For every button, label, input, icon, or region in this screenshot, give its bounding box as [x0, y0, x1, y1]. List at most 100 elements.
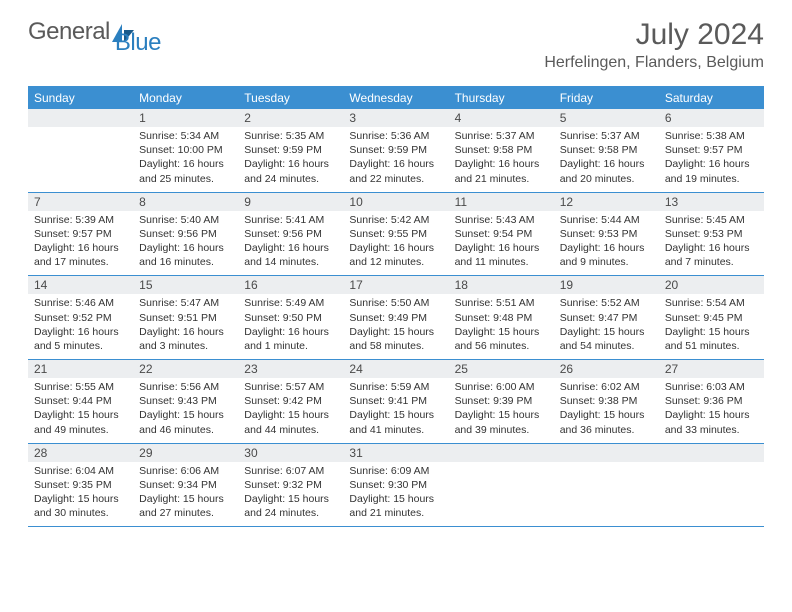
calendar-cell: Sunrise: 6:02 AMSunset: 9:38 PMDaylight:…	[554, 378, 659, 443]
day-info: Sunrise: 5:47 AMSunset: 9:51 PMDaylight:…	[133, 294, 238, 353]
calendar-cell: Sunrise: 6:00 AMSunset: 9:39 PMDaylight:…	[449, 378, 554, 443]
calendar-cell: Sunrise: 5:34 AMSunset: 10:00 PMDaylight…	[133, 127, 238, 192]
calendar-cell: Sunrise: 6:06 AMSunset: 9:34 PMDaylight:…	[133, 462, 238, 527]
day-info: Sunrise: 5:40 AMSunset: 9:56 PMDaylight:…	[133, 211, 238, 270]
calendar-cell: Sunrise: 5:45 AMSunset: 9:53 PMDaylight:…	[659, 211, 764, 276]
month-title: July 2024	[544, 18, 764, 52]
calendar-cell: Sunrise: 6:04 AMSunset: 9:35 PMDaylight:…	[28, 462, 133, 527]
day-info: Sunrise: 5:52 AMSunset: 9:47 PMDaylight:…	[554, 294, 659, 353]
day-number: 15	[133, 276, 238, 294]
day-info: Sunrise: 5:46 AMSunset: 9:52 PMDaylight:…	[28, 294, 133, 353]
day-number: 28	[28, 444, 133, 462]
calendar-cell: Sunrise: 6:07 AMSunset: 9:32 PMDaylight:…	[238, 462, 343, 527]
day-header-row: SundayMondayTuesdayWednesdayThursdayFrid…	[28, 88, 764, 109]
calendar-cell: Sunrise: 5:43 AMSunset: 9:54 PMDaylight:…	[449, 211, 554, 276]
day-info: Sunrise: 5:37 AMSunset: 9:58 PMDaylight:…	[554, 127, 659, 186]
calendar-cell: Sunrise: 5:37 AMSunset: 9:58 PMDaylight:…	[449, 127, 554, 192]
calendar-cell: Sunrise: 5:51 AMSunset: 9:48 PMDaylight:…	[449, 294, 554, 359]
calendar-week: 14151617181920 Sunrise: 5:46 AMSunset: 9:…	[28, 276, 764, 360]
day-number	[28, 109, 133, 127]
calendar-cell: Sunrise: 5:56 AMSunset: 9:43 PMDaylight:…	[133, 378, 238, 443]
day-info: Sunrise: 6:06 AMSunset: 9:34 PMDaylight:…	[133, 462, 238, 521]
day-info: Sunrise: 5:51 AMSunset: 9:48 PMDaylight:…	[449, 294, 554, 353]
day-info: Sunrise: 6:04 AMSunset: 9:35 PMDaylight:…	[28, 462, 133, 521]
day-number: 20	[659, 276, 764, 294]
day-number: 7	[28, 193, 133, 211]
calendar-cell: Sunrise: 5:54 AMSunset: 9:45 PMDaylight:…	[659, 294, 764, 359]
day-number	[659, 444, 764, 462]
day-number: 14	[28, 276, 133, 294]
day-info: Sunrise: 6:07 AMSunset: 9:32 PMDaylight:…	[238, 462, 343, 521]
day-number: 13	[659, 193, 764, 211]
calendar-week: 28293031 Sunrise: 6:04 AMSunset: 9:35 PM…	[28, 444, 764, 528]
day-number: 27	[659, 360, 764, 378]
day-info: Sunrise: 5:35 AMSunset: 9:59 PMDaylight:…	[238, 127, 343, 186]
calendar-cell: Sunrise: 5:57 AMSunset: 9:42 PMDaylight:…	[238, 378, 343, 443]
calendar-cell: Sunrise: 5:36 AMSunset: 9:59 PMDaylight:…	[343, 127, 448, 192]
day-number	[449, 444, 554, 462]
calendar-week: 78910111213Sunrise: 5:39 AMSunset: 9:57 …	[28, 193, 764, 277]
day-number: 3	[343, 109, 448, 127]
day-number: 8	[133, 193, 238, 211]
calendar-cell: Sunrise: 5:40 AMSunset: 9:56 PMDaylight:…	[133, 211, 238, 276]
day-info: Sunrise: 5:39 AMSunset: 9:57 PMDaylight:…	[28, 211, 133, 270]
calendar-cell	[659, 462, 764, 527]
day-info: Sunrise: 5:37 AMSunset: 9:58 PMDaylight:…	[449, 127, 554, 186]
day-info: Sunrise: 5:44 AMSunset: 9:53 PMDaylight:…	[554, 211, 659, 270]
calendar-cell: Sunrise: 5:46 AMSunset: 9:52 PMDaylight:…	[28, 294, 133, 359]
calendar-cell: Sunrise: 6:03 AMSunset: 9:36 PMDaylight:…	[659, 378, 764, 443]
day-info: Sunrise: 5:38 AMSunset: 9:57 PMDaylight:…	[659, 127, 764, 186]
day-info: Sunrise: 5:42 AMSunset: 9:55 PMDaylight:…	[343, 211, 448, 270]
day-number: 18	[449, 276, 554, 294]
day-number: 23	[238, 360, 343, 378]
day-number: 31	[343, 444, 448, 462]
day-number: 1	[133, 109, 238, 127]
day-number: 22	[133, 360, 238, 378]
day-number: 25	[449, 360, 554, 378]
calendar-cell: Sunrise: 5:52 AMSunset: 9:47 PMDaylight:…	[554, 294, 659, 359]
day-header: Tuesday	[238, 88, 343, 109]
day-number: 4	[449, 109, 554, 127]
day-info: Sunrise: 6:00 AMSunset: 9:39 PMDaylight:…	[449, 378, 554, 437]
day-info: Sunrise: 5:50 AMSunset: 9:49 PMDaylight:…	[343, 294, 448, 353]
title-block: July 2024 Herfelingen, Flanders, Belgium	[544, 18, 764, 72]
day-header: Monday	[133, 88, 238, 109]
day-header: Sunday	[28, 88, 133, 109]
calendar: SundayMondayTuesdayWednesdayThursdayFrid…	[28, 86, 764, 527]
calendar-cell: Sunrise: 6:09 AMSunset: 9:30 PMDaylight:…	[343, 462, 448, 527]
day-info: Sunrise: 5:57 AMSunset: 9:42 PMDaylight:…	[238, 378, 343, 437]
calendar-cell: Sunrise: 5:39 AMSunset: 9:57 PMDaylight:…	[28, 211, 133, 276]
day-header: Friday	[554, 88, 659, 109]
day-info: Sunrise: 5:59 AMSunset: 9:41 PMDaylight:…	[343, 378, 448, 437]
day-info: Sunrise: 6:02 AMSunset: 9:38 PMDaylight:…	[554, 378, 659, 437]
calendar-cell: Sunrise: 5:42 AMSunset: 9:55 PMDaylight:…	[343, 211, 448, 276]
day-number: 9	[238, 193, 343, 211]
calendar-cell: Sunrise: 5:49 AMSunset: 9:50 PMDaylight:…	[238, 294, 343, 359]
calendar-cell: Sunrise: 5:41 AMSunset: 9:56 PMDaylight:…	[238, 211, 343, 276]
day-header: Saturday	[659, 88, 764, 109]
day-info: Sunrise: 6:09 AMSunset: 9:30 PMDaylight:…	[343, 462, 448, 521]
day-number: 17	[343, 276, 448, 294]
calendar-cell: Sunrise: 5:59 AMSunset: 9:41 PMDaylight:…	[343, 378, 448, 443]
logo-text-general: General	[28, 18, 110, 46]
day-info: Sunrise: 5:55 AMSunset: 9:44 PMDaylight:…	[28, 378, 133, 437]
calendar-cell	[449, 462, 554, 527]
day-number: 29	[133, 444, 238, 462]
day-info: Sunrise: 5:49 AMSunset: 9:50 PMDaylight:…	[238, 294, 343, 353]
day-number: 30	[238, 444, 343, 462]
day-number: 19	[554, 276, 659, 294]
calendar-week: 123456Sunrise: 5:34 AMSunset: 10:00 PMDa…	[28, 109, 764, 193]
day-info: Sunrise: 5:54 AMSunset: 9:45 PMDaylight:…	[659, 294, 764, 353]
day-number: 24	[343, 360, 448, 378]
calendar-cell	[554, 462, 659, 527]
page-header: General Blue July 2024 Herfelingen, Flan…	[0, 0, 792, 80]
day-number	[554, 444, 659, 462]
calendar-cell: Sunrise: 5:50 AMSunset: 9:49 PMDaylight:…	[343, 294, 448, 359]
calendar-cell: Sunrise: 5:38 AMSunset: 9:57 PMDaylight:…	[659, 127, 764, 192]
calendar-cell: Sunrise: 5:44 AMSunset: 9:53 PMDaylight:…	[554, 211, 659, 276]
day-info: Sunrise: 5:34 AMSunset: 10:00 PMDaylight…	[133, 127, 238, 186]
day-number: 16	[238, 276, 343, 294]
logo-text-blue: Blue	[115, 29, 161, 56]
day-header: Wednesday	[343, 88, 448, 109]
calendar-cell: Sunrise: 5:35 AMSunset: 9:59 PMDaylight:…	[238, 127, 343, 192]
